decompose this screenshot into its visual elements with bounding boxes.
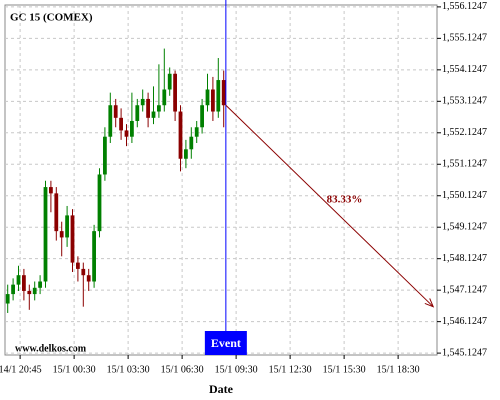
candle-body [162, 89, 167, 106]
x-axis-label: Date [209, 382, 234, 396]
x-tick-label: 15/1 06:30 [161, 364, 204, 375]
candle-body [113, 105, 118, 118]
candle-body [65, 215, 69, 238]
candle-body [22, 275, 26, 291]
candle-body [54, 193, 59, 232]
candle-body [189, 136, 194, 150]
candle-body [32, 287, 37, 295]
y-tick-label: 1,554.1247 [442, 64, 487, 75]
plot-frame [4, 4, 438, 356]
candle-body [49, 187, 53, 194]
x-tick-label: 15/1 15:30 [323, 364, 366, 375]
chart-title: GC 15 (COMEX) [10, 12, 93, 24]
candle-body [119, 117, 123, 131]
arrow-head [424, 298, 435, 308]
candle-body [211, 89, 215, 112]
candle-body [135, 105, 140, 121]
projection-arrow [225, 104, 434, 308]
candle-body [92, 231, 96, 282]
candle-body [81, 268, 86, 276]
y-tick-label: 1,545.1247 [442, 347, 487, 358]
event-box [204, 331, 247, 355]
candle-body [97, 174, 102, 232]
y-tick-label: 1,555.1247 [442, 33, 487, 44]
candle-body [43, 187, 48, 282]
candle-body [27, 290, 32, 295]
x-tick-label: 15/1 09:30 [215, 364, 258, 375]
candle-body [194, 127, 199, 137]
y-tick-label: 1,549.1247 [442, 222, 487, 233]
projection-label: 83.33% [327, 193, 363, 205]
candle-body [38, 281, 42, 288]
candle-body [103, 136, 107, 175]
x-tick-label: 14/1 20:45 [0, 364, 42, 375]
candle-body [184, 149, 188, 159]
candle-body [151, 111, 156, 118]
candle-body [140, 98, 145, 106]
y-tick-label: 1,550.1247 [442, 190, 487, 201]
candle-body [124, 130, 129, 137]
x-tick-label: 15/1 00:30 [53, 364, 96, 375]
candle-body [178, 111, 183, 159]
candle-body [167, 73, 172, 90]
event-label: Event [211, 336, 241, 350]
candle-body [173, 73, 177, 112]
x-tick-label: 15/1 18:30 [377, 364, 420, 375]
candle-body [16, 275, 21, 285]
candle-body [130, 120, 134, 137]
y-tick-label: 1,548.1247 [442, 253, 487, 264]
candle-body [86, 275, 91, 282]
candle-body [200, 105, 204, 128]
candle-body [221, 80, 226, 106]
y-tick-label: 1,556.1247 [442, 1, 487, 12]
watermark: www.delkos.com [15, 343, 87, 354]
candle-body [108, 105, 113, 137]
candle-body [70, 215, 75, 263]
candle-body [59, 231, 64, 238]
candle-body [205, 89, 210, 106]
y-tick-label: 1,547.1247 [442, 284, 487, 295]
candle-body [157, 105, 161, 112]
candle-body [216, 80, 221, 112]
y-tick-label: 1,546.1247 [442, 316, 487, 327]
y-tick-label: 1,553.1247 [442, 96, 487, 107]
y-tick-label: 1,551.1247 [442, 159, 487, 170]
x-tick-label: 15/1 03:30 [107, 364, 150, 375]
candle-body [11, 284, 15, 295]
candle-body [76, 262, 80, 269]
candle-body [5, 294, 10, 304]
x-tick-label: 15/1 12:30 [269, 364, 312, 375]
candle-body [146, 98, 150, 118]
y-tick-label: 1,552.1247 [442, 127, 487, 138]
